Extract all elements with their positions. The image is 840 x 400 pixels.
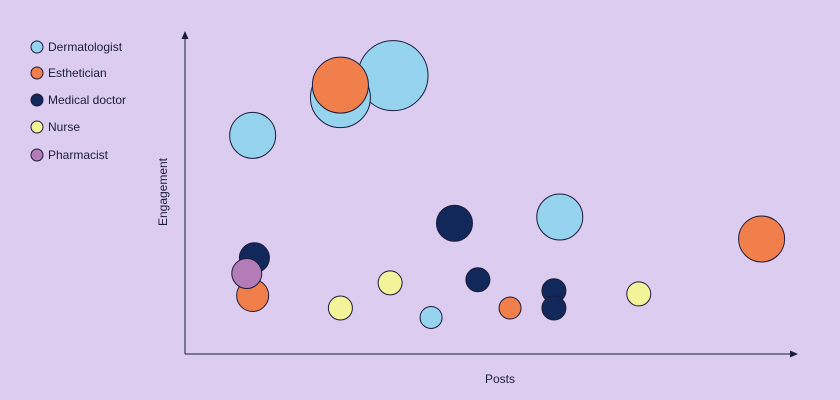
legend-item-nurse: Nurse [30,120,80,134]
legend-label: Pharmacist [48,148,109,162]
bubble-dermatologist-5 [536,193,584,241]
y-axis-arrow [181,31,189,39]
bubble-nurse-3 [626,281,652,307]
axes [181,31,798,358]
bubble-nurse-2 [377,270,403,296]
legend-item-dermatologist: Dermatologist [30,40,123,54]
legend-label: Medical doctor [48,93,126,107]
bubble-esthetician-3 [498,296,522,320]
legend-label: Nurse [48,120,80,134]
y-axis-label: Engagement [156,157,170,226]
bubble-medical-doctor-3 [465,267,491,293]
legend-marker [30,148,44,162]
legend-item-pharmacist: Pharmacist [30,148,109,162]
legend-marker [30,93,44,107]
legend: Dermatologist Esthetician Medical doctor Nu… [30,40,126,162]
bubble-pharmacist-1 [231,258,263,289]
bubble-medical-doctor-2 [435,204,473,242]
bubble-nurse-1 [327,295,353,321]
bubble-dermatologist-1 [229,111,277,159]
legend-label: Esthetician [48,66,107,80]
legend-item-medical-doctor: Medical doctor [30,93,126,107]
bubble-dermatologist-4 [419,305,443,329]
bubble-esthetician-4 [738,215,786,263]
plot-area [229,40,786,329]
x-axis-label: Posts [485,372,515,386]
legend-marker [30,120,44,134]
x-axis-arrow [790,350,798,358]
bubble-medical-doctor-5 [541,295,567,321]
legend-marker [30,40,44,54]
bubble-esthetician-1 [311,56,369,114]
legend-marker [30,66,44,80]
legend-item-esthetician: Esthetician [30,66,107,80]
legend-label: Dermatologist [48,40,123,54]
